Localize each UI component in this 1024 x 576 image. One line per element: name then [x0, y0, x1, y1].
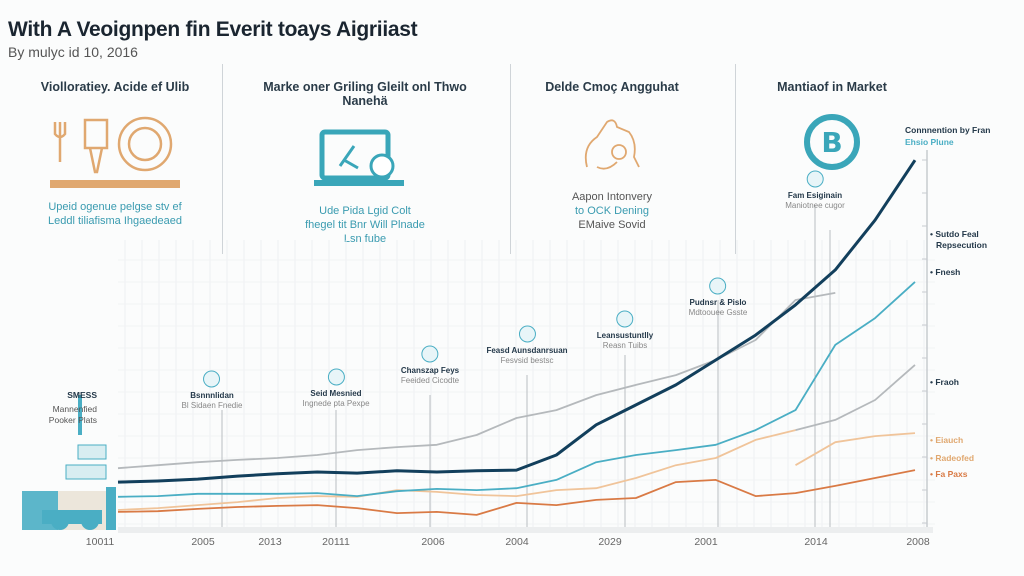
x-tick-label: 2001	[694, 536, 718, 548]
milestone-sub: Maniotnee cugor	[785, 201, 845, 210]
milestone-title: Chanszap Feys	[400, 366, 460, 375]
series-line-navy	[117, 159, 917, 484]
truck-icon	[22, 395, 116, 530]
x-axis	[118, 527, 933, 533]
x-tick-label: 10011	[85, 536, 115, 548]
panel-bitcoin: Mantiaof in Market B	[717, 80, 947, 172]
milestone-title: Bsnnnlidan	[190, 391, 234, 400]
x-tick-label: 2008	[906, 536, 930, 548]
series-label: • Fraoh	[930, 377, 959, 387]
x-tick-label: 2004	[505, 536, 529, 548]
page-subtitle: By mulyc id 10, 2016	[8, 44, 138, 60]
series-line-gray-2	[795, 364, 916, 431]
milestone-title: Seid Mesnied	[310, 389, 362, 398]
milestone-annotation: Fam Esiginain Maniotnee cugor	[785, 170, 845, 211]
panel-caption: EMaive Sovid	[578, 219, 646, 231]
laptop-icon	[314, 129, 404, 186]
milestone-annotation: Seid Mesnied Ingnede pta Pexpe	[302, 368, 370, 409]
annotation-title: SMESS	[67, 390, 97, 400]
milestone-sub: Feeided Cicodte	[400, 376, 460, 385]
svg-text:B: B	[821, 126, 842, 159]
agriculture-icon	[50, 116, 180, 188]
annotation-text: Pooker Plats	[48, 415, 97, 425]
milestone-icon	[518, 325, 536, 343]
x-tick-label: 2005	[191, 536, 215, 548]
milestone-annotation: Chanszap Feys Feeided Cicodte	[401, 345, 459, 386]
milestone-icon	[203, 370, 221, 388]
divider	[222, 64, 223, 254]
annotation-text: Mannenfied	[52, 404, 97, 414]
x-tick-label: 2013	[258, 536, 282, 548]
milestone-icon	[616, 310, 634, 328]
page-title: With A Veoignpen fin Everit toays Aigrii…	[8, 18, 418, 41]
panel-caption: to OCK Dening	[575, 205, 649, 217]
milestone-icon	[806, 170, 824, 188]
milestone-sub: Reasn Tuibs	[602, 341, 648, 350]
milestone-sub: Bl Sidaen Fnedie	[181, 401, 243, 410]
x-tick-label: 2006	[421, 536, 445, 548]
divider	[510, 64, 511, 254]
series-label: Repsecution	[936, 240, 988, 250]
series-label: Connnention by Fran	[905, 125, 991, 135]
series-label: • Eiauch	[930, 435, 964, 445]
series-line-teal	[117, 281, 916, 498]
milestone-annotation: Leansustuntlly Reasn Tuibs	[597, 310, 653, 351]
panel-agriculture: Violloratiey. Acide ef Ulib Upeid ogenue…	[0, 80, 230, 228]
divider	[735, 64, 736, 254]
x-tick-label: 2014	[804, 536, 828, 548]
panel-caption: Aapon Intonvery	[571, 191, 653, 203]
milestone-sub: Ingnede pta Pexpe	[302, 399, 370, 408]
series-label: • Sutdo Feal	[930, 229, 979, 239]
bitcoin-icon: B	[804, 114, 860, 170]
panel-title: Mantiaof in Market	[777, 80, 887, 94]
series-label: • Radeofed	[930, 453, 975, 463]
milestone-annotation: Bsnnnlidan Bl Sidaen Fnedie	[181, 370, 243, 411]
panel-caption: Lsn fube	[343, 233, 387, 245]
series-line-light-orange	[117, 429, 796, 511]
panel-title: Marke oner Griling Gleilt onl Thwo Naneh…	[263, 80, 467, 108]
milestone-icon	[709, 277, 727, 295]
panel-caption: fhegel tit Bnr Will Plnade	[305, 219, 425, 231]
panel-title: Delde Cmoç Angguhat	[545, 80, 679, 94]
annotation-left: SMESS Mannenfied Pooker Plats	[35, 390, 97, 426]
milestone-title: Leansustuntlly	[596, 331, 654, 340]
milestone-title: Feasd Aunsdanrsuan	[486, 346, 568, 355]
series-line-dark-orange	[117, 469, 916, 516]
x-tick-label: 2029	[598, 536, 622, 548]
milestone-icon	[327, 368, 345, 386]
panel-title: Violloratiey. Acide ef Ulib	[40, 80, 190, 94]
milestone-title: Fam Esiginain	[787, 191, 843, 200]
series-label: • Fnesh	[930, 267, 961, 277]
series-label: • Fa Paxs	[930, 469, 968, 479]
milestone-annotation: Pudnsr & Pislo Mdtoouee Gsste	[688, 277, 748, 318]
panel-caption: Upeid ogenue pelgse stv ef	[48, 201, 182, 213]
x-tick-label: 20111	[322, 536, 350, 548]
milestone-title: Pudnsr & Pislo	[689, 298, 747, 307]
panel-laptop: Marke oner Griling Gleilt onl Thwo Naneh…	[250, 80, 480, 246]
series-label: Ehsio Plune	[905, 137, 954, 147]
panel-caption: Leddl tiliafisma Ihgaedeaed	[48, 215, 182, 227]
handshake-icon	[584, 119, 640, 170]
milestone-icon	[421, 345, 439, 363]
series-line-light-orange-2	[795, 432, 916, 466]
panel-caption: Ude Pida Lgid Colt	[319, 205, 411, 217]
panel-handshake: Delde Cmoç Angguhat Aapon Intonvery to OC…	[497, 80, 727, 232]
milestone-sub: Fesvsid bestsc	[500, 356, 554, 365]
milestone-annotation: Feasd Aunsdanrsuan Fesvsid bestsc	[486, 325, 568, 366]
milestone-sub: Mdtoouee Gsste	[688, 308, 748, 317]
